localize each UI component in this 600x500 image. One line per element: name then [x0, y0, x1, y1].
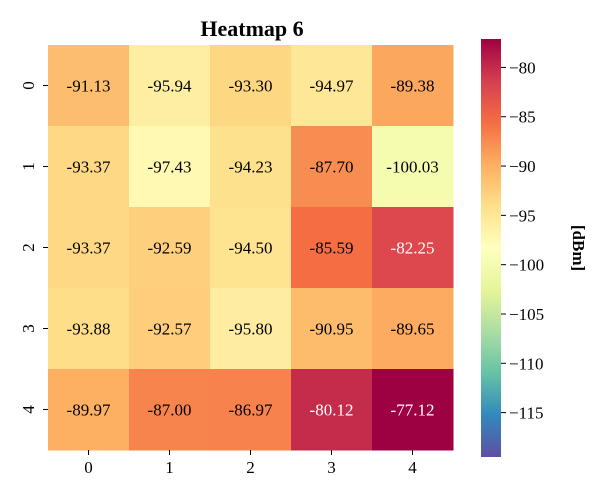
colorbar-tick-label: −90 — [509, 157, 536, 176]
heatmap-cell — [372, 45, 454, 127]
chart-title: Heatmap 6 — [200, 16, 303, 41]
heatmap-cell — [48, 45, 130, 127]
y-axis: 0 1 2 3 4 — [19, 81, 48, 414]
colorbar-gradient — [481, 39, 501, 457]
cell-value-label: -77.12 — [391, 401, 435, 420]
heatmap-cell — [129, 369, 211, 451]
cell-value-label: -100.03 — [386, 158, 438, 177]
y-tick-label: 2 — [19, 243, 38, 252]
cell-value-label: -95.80 — [229, 320, 273, 339]
heatmap-cell — [48, 288, 130, 370]
x-tick-label: 2 — [246, 458, 255, 477]
colorbar-tick-label: −80 — [509, 58, 536, 77]
y-tick-label: 0 — [19, 81, 38, 90]
cell-value-label: -93.88 — [67, 320, 111, 339]
heatmap-cell — [129, 207, 211, 289]
cell-value-label: -97.43 — [148, 158, 192, 177]
cell-value-label: -93.37 — [67, 158, 111, 177]
y-tick-label: 3 — [19, 324, 38, 333]
heatmap-cell — [129, 45, 211, 127]
cell-value-label: -80.12 — [310, 401, 354, 420]
y-tick-label: 4 — [19, 405, 38, 414]
cell-value-label: -93.37 — [67, 239, 111, 258]
colorbar-tick-label: −85 — [509, 108, 536, 127]
heatmap-cell — [372, 126, 454, 208]
heatmap-cell — [372, 369, 454, 451]
heatmap-cell — [48, 207, 130, 289]
cell-value-label: -94.97 — [310, 77, 354, 96]
cell-value-label: -93.30 — [229, 77, 273, 96]
cell-value-label: -92.59 — [148, 239, 192, 258]
cell-value-label: -89.65 — [391, 320, 435, 339]
heatmap-cell — [129, 288, 211, 370]
heatmap-cell — [291, 126, 373, 208]
cell-value-label: -95.94 — [148, 77, 192, 96]
cell-value-label: -92.57 — [148, 320, 192, 339]
colorbar-tick-label: −105 — [509, 305, 544, 324]
cell-value-label: -91.13 — [67, 77, 111, 96]
colorbar-label: [dBm] — [569, 225, 588, 271]
heatmap-cell — [210, 369, 292, 451]
x-tick-label: 0 — [84, 458, 93, 477]
heatmap-cell — [210, 45, 292, 127]
heatmap-cell — [48, 369, 130, 451]
cell-value-label: -87.00 — [148, 401, 192, 420]
heatmap-cell — [372, 207, 454, 289]
cell-value-label: -82.25 — [391, 239, 435, 258]
cell-value-label: -89.38 — [391, 77, 435, 96]
cell-value-label: -89.97 — [67, 401, 111, 420]
heatmap-cells: -91.13 -95.94 -93.30 -94.97 -89.38 -93.37 -97.… — [48, 45, 454, 451]
cell-value-label: -86.97 — [229, 401, 273, 420]
heatmap-cell — [291, 45, 373, 127]
colorbar-tick-label: −110 — [509, 354, 543, 373]
x-axis: 0 1 2 3 4 — [84, 450, 417, 477]
x-tick-label: 1 — [165, 458, 174, 477]
x-tick-label: 4 — [408, 458, 417, 477]
cell-value-label: -87.70 — [310, 158, 354, 177]
heatmap-cell — [372, 288, 454, 370]
heatmap-cell — [48, 126, 130, 208]
heatmap-cell — [291, 207, 373, 289]
cell-value-label: -94.23 — [229, 158, 273, 177]
heatmap-cell — [210, 207, 292, 289]
heatmap-cell — [210, 126, 292, 208]
heatmap-cell — [129, 126, 211, 208]
y-tick-label: 1 — [19, 162, 38, 171]
heatmap-cell — [210, 288, 292, 370]
cell-value-label: -94.50 — [229, 239, 273, 258]
colorbar: −80 −85 −90 −95 −100 −105 −110 −115 — [481, 39, 544, 457]
cell-value-label: -85.59 — [310, 239, 354, 258]
cell-value-label: -90.95 — [310, 320, 354, 339]
colorbar-tick-label: −115 — [509, 404, 543, 423]
heatmap-cell — [291, 369, 373, 451]
x-tick-label: 3 — [327, 458, 336, 477]
heatmap-cell — [291, 288, 373, 370]
colorbar-tick-label: −100 — [509, 256, 544, 275]
colorbar-tick-label: −95 — [509, 206, 536, 225]
